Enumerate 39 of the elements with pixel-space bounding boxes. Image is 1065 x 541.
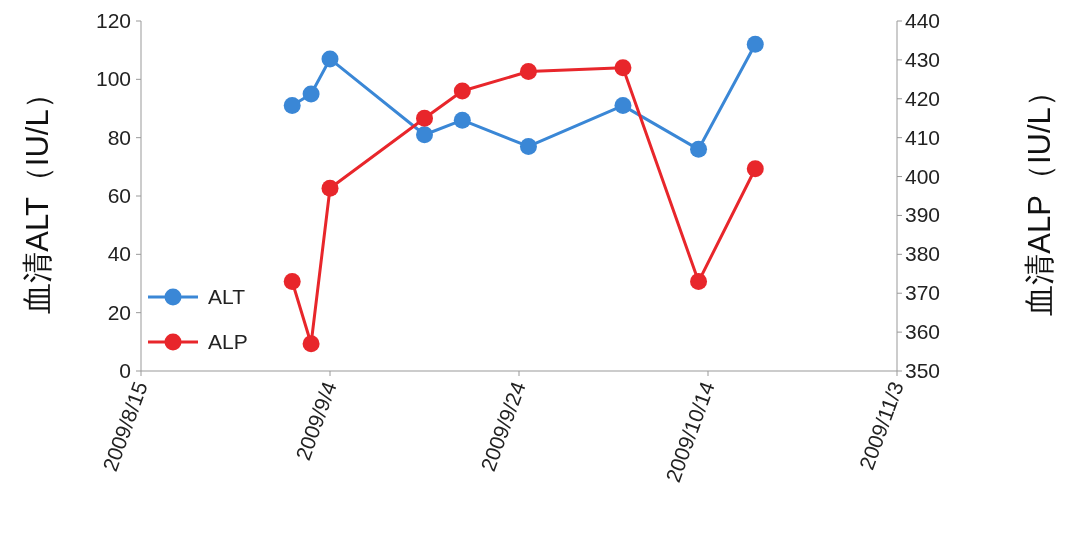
y2-tick-label: 360: [905, 320, 941, 344]
legend-label: ALP: [208, 330, 248, 353]
point: [416, 126, 433, 144]
y2-tick-label: 410: [905, 125, 941, 149]
point: [416, 109, 433, 127]
point: [614, 59, 632, 77]
point: [283, 273, 301, 291]
point: [321, 50, 339, 68]
point: [690, 140, 708, 158]
y-tick-label: 40: [107, 242, 131, 266]
y2-tick-label: 420: [905, 86, 941, 110]
point: [453, 82, 471, 100]
y-tick-label: 20: [107, 300, 131, 324]
point: [519, 63, 537, 81]
legend-label: ALT: [208, 285, 246, 308]
point: [453, 111, 471, 129]
point: [746, 35, 764, 53]
y2-tick-label: 430: [905, 47, 941, 71]
point: [321, 179, 339, 197]
y-tick-label: 120: [95, 9, 131, 32]
point: [283, 97, 301, 115]
point: [690, 273, 708, 291]
y2-tick-label: 400: [905, 164, 941, 188]
y2-tick-label: 440: [905, 9, 941, 32]
y-axis-title: 血清ALT（IU/L）: [20, 78, 55, 314]
y2-tick-label: 350: [905, 359, 941, 382]
point: [519, 137, 537, 155]
y-tick-label: 80: [107, 125, 131, 149]
point: [746, 160, 764, 178]
y-tick-label: 60: [107, 184, 131, 207]
point: [302, 335, 320, 353]
y2-tick-label: 370: [905, 281, 941, 305]
y2-axis-title: 血清ALP（IU/L）: [1022, 76, 1057, 316]
y-tick-label: 0: [119, 359, 131, 382]
y2-tick-label: 390: [905, 203, 941, 227]
point: [302, 85, 320, 103]
y2-tick-label: 380: [905, 242, 941, 266]
point: [614, 97, 632, 115]
y-tick-label: 100: [95, 67, 131, 91]
